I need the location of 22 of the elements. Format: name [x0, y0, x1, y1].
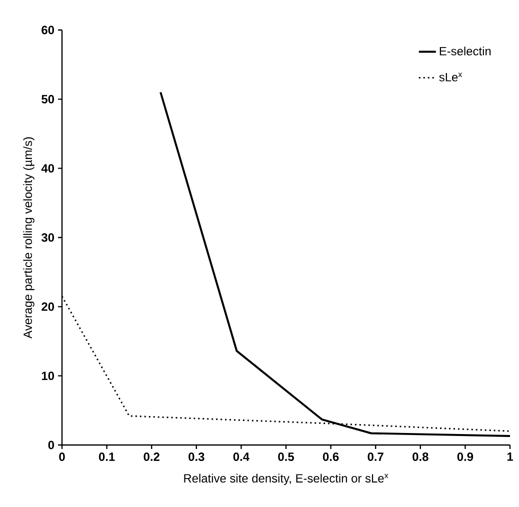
x-tick-label: 1: [507, 452, 513, 461]
y-tick-label: 60: [42, 26, 54, 34]
x-axis-title: Relative site density, E-selectin or sLe$^{x}$: [184, 474, 388, 485]
x-tick-label: 0.7: [368, 452, 384, 461]
x-tick-label: 0: [59, 452, 65, 461]
x-tick-label: 0.4: [233, 452, 250, 461]
y-tick-label: 50: [42, 94, 54, 104]
legend-label: E-selectin: [440, 46, 491, 56]
x-tick-label: 0.5: [278, 452, 294, 461]
y-tick-label: 20: [42, 302, 54, 311]
y-tick-label: 10: [42, 372, 54, 380]
y-tick-label: 0: [48, 440, 54, 450]
x-tick-label: 0.9: [457, 452, 474, 461]
y-axis-title: Average particle rolling velocity (µm/s): [23, 137, 34, 338]
y-tick-label: 40: [41, 164, 54, 173]
x-tick-label: 0.1: [98, 452, 115, 461]
x-tick-label: 0.2: [144, 452, 160, 461]
x-tick-label: 0.6: [322, 452, 339, 461]
legend-label: sLe$^{x}$: [439, 72, 462, 82]
x-tick-label: 0.3: [188, 452, 204, 461]
x-tick-label: 0.8: [412, 452, 428, 461]
y-tick-label: 30: [41, 233, 54, 242]
